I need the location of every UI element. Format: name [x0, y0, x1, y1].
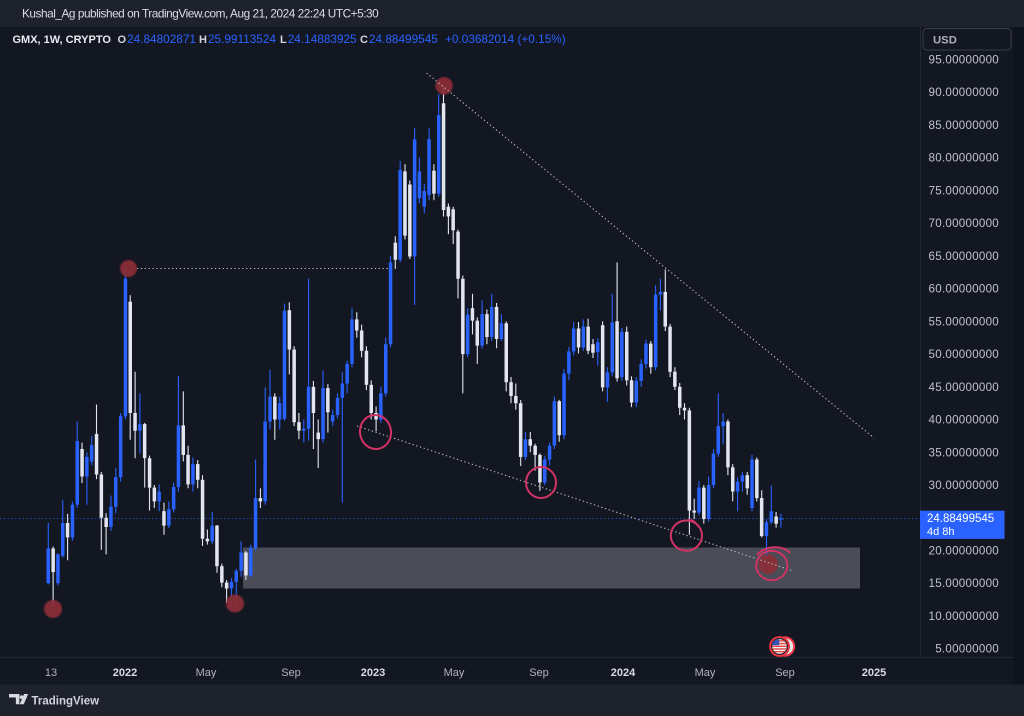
svg-text:55.00000000: 55.00000000: [929, 315, 999, 328]
svg-text:65.00000000: 65.00000000: [929, 250, 999, 263]
svg-text:24.88499545: 24.88499545: [927, 513, 994, 525]
svg-text:30.00000000: 30.00000000: [929, 479, 999, 492]
svg-text:May: May: [695, 667, 716, 679]
svg-text:80.00000000: 80.00000000: [929, 152, 999, 165]
svg-text:5.00000000: 5.00000000: [935, 643, 999, 656]
svg-text:95.00000000: 95.00000000: [929, 53, 999, 66]
svg-text:60.00000000: 60.00000000: [929, 283, 999, 296]
svg-text:20.00000000: 20.00000000: [929, 545, 999, 558]
svg-text:70.00000000: 70.00000000: [929, 217, 999, 230]
svg-text:Kushal_Ag published on Trading: Kushal_Ag published on TradingView.com, …: [22, 7, 379, 21]
svg-text:2023: 2023: [361, 667, 385, 679]
svg-text:45.00000000: 45.00000000: [929, 381, 999, 394]
svg-text:15.00000000: 15.00000000: [929, 577, 999, 590]
svg-text:May: May: [196, 667, 217, 679]
svg-text:TradingView: TradingView: [32, 696, 100, 708]
svg-text:2025: 2025: [862, 667, 886, 679]
svg-text:May: May: [444, 667, 465, 679]
svg-text:40.00000000: 40.00000000: [929, 414, 999, 427]
svg-text:50.00000000: 50.00000000: [929, 348, 999, 361]
svg-text:75.00000000: 75.00000000: [929, 184, 999, 197]
svg-text:2022: 2022: [113, 667, 137, 679]
svg-text:85.00000000: 85.00000000: [929, 119, 999, 132]
svg-text:USD: USD: [933, 35, 957, 47]
svg-text:90.00000000: 90.00000000: [929, 86, 999, 99]
svg-text:4d 8h: 4d 8h: [927, 526, 955, 538]
svg-text:Sep: Sep: [529, 667, 549, 679]
svg-text:Sep: Sep: [775, 667, 795, 679]
svg-text:Sep: Sep: [281, 667, 301, 679]
svg-text:13: 13: [45, 667, 57, 679]
svg-text:10.00000000: 10.00000000: [929, 610, 999, 623]
svg-text:2024: 2024: [611, 667, 636, 679]
svg-text:35.00000000: 35.00000000: [929, 446, 999, 459]
